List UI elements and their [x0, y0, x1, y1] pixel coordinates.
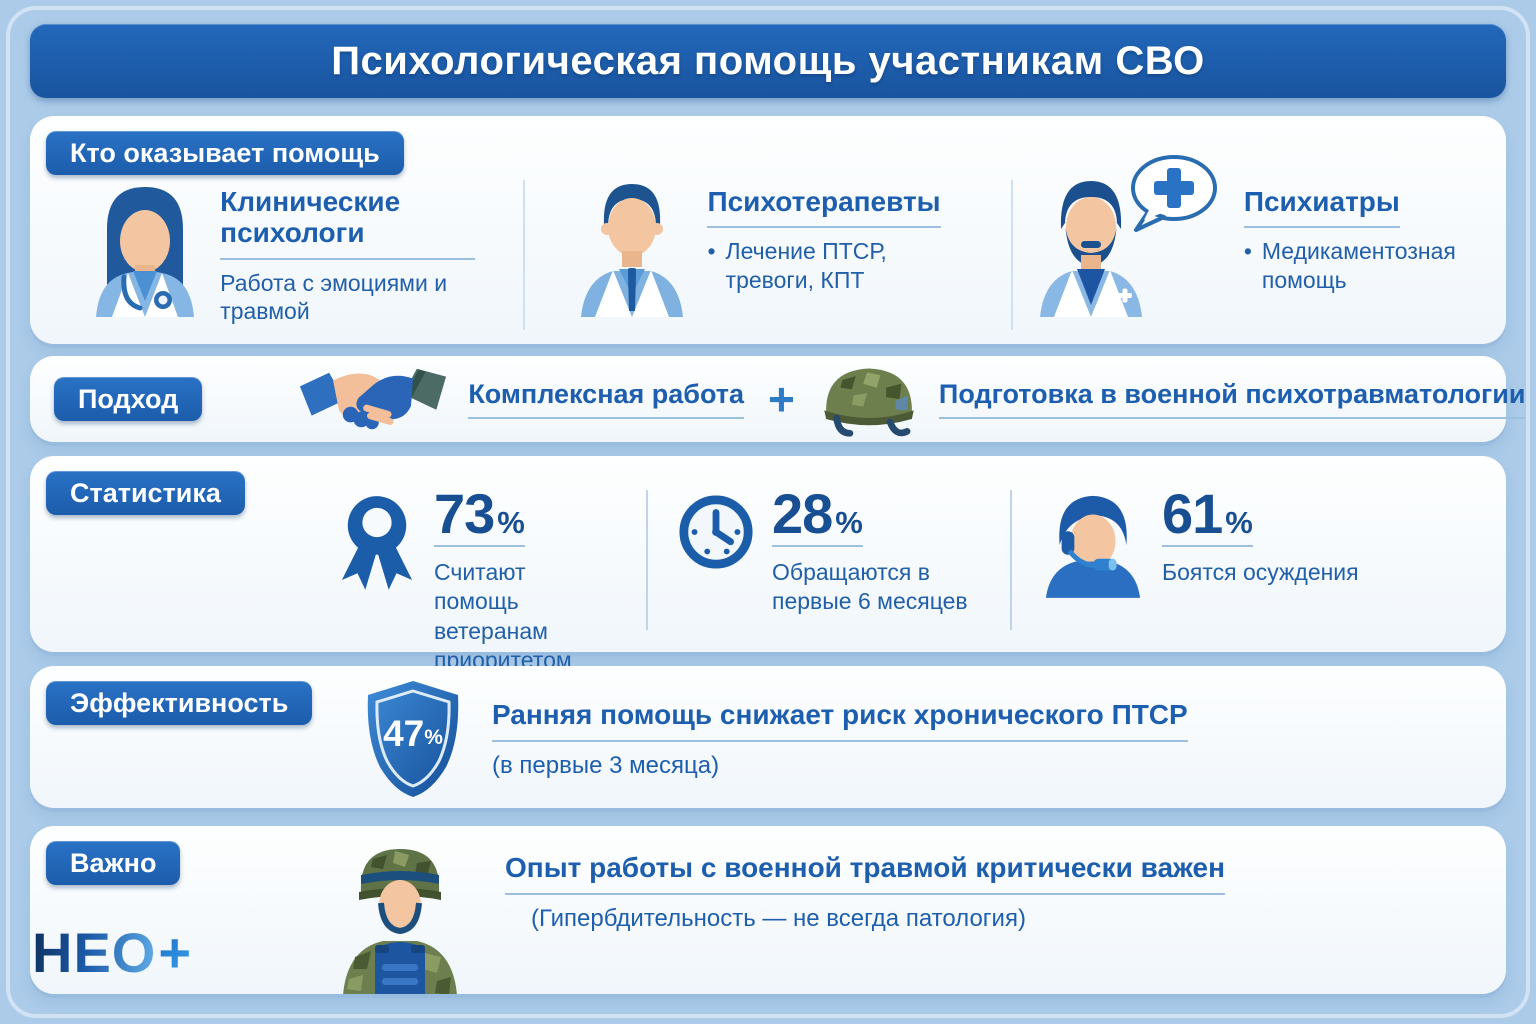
award-ribbon-icon: [338, 486, 416, 676]
who-section-badge-label: Кто оказывает помощь: [70, 137, 380, 168]
section-statistics: Статистика 73% Считают помощь ветеран: [30, 456, 1506, 673]
effectiveness-content: 47% Ранняя помощь снижает риск хроническ…: [30, 666, 1506, 801]
stats-section-badge-label: Статистика: [70, 477, 221, 508]
bullet-marker: •: [707, 238, 716, 265]
who-column-psychotherapists: Психотерапевты • Лечение ПТСР, тревоги, …: [525, 166, 1010, 344]
brand-logo-text: НЕО: [32, 921, 157, 984]
who-columns-row: Клинические психологи Работа с эмоциями …: [30, 116, 1506, 344]
stat-veterans-priority: 73% Считают помощь ветеранам приоритетом: [338, 486, 616, 676]
female-doctor-icon: [86, 166, 204, 344]
stats-row: 73% Считают помощь ветеранам приоритетом: [30, 456, 1506, 676]
call-operator-icon: [1042, 486, 1144, 676]
handshake-icon: [298, 361, 448, 437]
stat-value: 73%: [434, 482, 525, 547]
approach-content: Комплексная работа + Подготовка в военно…: [298, 359, 1526, 439]
approach-section-badge: Подход: [54, 377, 203, 421]
important-section-badge: Важно: [46, 841, 181, 885]
effectiveness-section-badge: Эффективность: [46, 681, 313, 725]
effectiveness-text: Ранняя помощь снижает риск хронического …: [492, 699, 1188, 801]
approach-item-label: Комплексная работа: [468, 379, 745, 419]
military-helmet-icon: [819, 359, 919, 439]
who-column-desc: • Медикаментозная помощь: [1243, 238, 1456, 294]
important-section-badge-label: Важно: [70, 847, 157, 878]
effectiveness-section-badge-label: Эффективность: [70, 687, 289, 718]
important-content: Опыт работы с военной травмой критически…: [30, 826, 1506, 994]
who-column-desc: • Лечение ПТСР, тревоги, КПТ: [707, 238, 887, 294]
clock-icon: [678, 486, 754, 676]
stat-divider: [1010, 490, 1012, 630]
section-important: Важно: [30, 826, 1506, 994]
who-section-badge: Кто оказывает помощь: [46, 131, 404, 175]
stat-fear-of-judgement: 61% Боятся осуждения: [1042, 486, 1359, 676]
shield-value: 47%: [383, 713, 443, 754]
important-heading: Опыт работы с военной травмой критически…: [505, 852, 1226, 895]
medical-cross-bubble-icon: [1126, 154, 1220, 234]
brand-logo-plus: +: [158, 921, 193, 984]
column-divider: [1010, 180, 1013, 330]
soldier-icon: [325, 836, 475, 994]
brand-logo: НЕО+: [32, 920, 192, 985]
stats-section-badge: Статистика: [46, 471, 245, 515]
stat-divider: [646, 490, 648, 630]
bearded-doctor-icon: [1032, 155, 1217, 344]
approach-item-label: Подготовка в военной психотравматологии: [938, 379, 1526, 419]
stat-caption: Обращаются в первые 6 месяцев: [772, 559, 968, 615]
who-column-desc: Работа с эмоциями и травмой: [220, 269, 448, 325]
stat-body: 73% Считают помощь ветеранам приоритетом: [434, 486, 616, 676]
stat-first-six-months: 28% Обращаются в первые 6 месяцев: [678, 486, 980, 676]
stat-caption: Считают помощь ветеранам приоритетом: [434, 559, 572, 674]
section-who-provides-help: Кто оказывает помощь: [30, 116, 1506, 344]
effectiveness-heading: Ранняя помощь снижает риск хронического …: [492, 699, 1188, 742]
stat-value: 28%: [772, 482, 863, 547]
plus-separator: +: [768, 373, 795, 425]
section-approach: Подход Комплексная работа +: [30, 356, 1526, 442]
who-column-text: Психотерапевты • Лечение ПТСР, тревоги, …: [707, 186, 962, 344]
male-doctor-icon: [573, 166, 691, 344]
who-column-clinical-psychologists: Клинические психологи Работа с эмоциями …: [38, 166, 523, 344]
stat-caption: Боятся осуждения: [1162, 559, 1359, 585]
who-column-text: Психиатры • Медикаментозная помощь: [1243, 186, 1479, 344]
who-column-psychiatrists: Психиатры • Медикаментозная помощь: [1013, 155, 1498, 344]
who-column-title: Психотерапевты: [707, 186, 941, 229]
who-column-title: Психиатры: [1243, 186, 1400, 229]
who-column-text: Клинические психологи Работа с эмоциями …: [220, 186, 476, 344]
stat-value: 61%: [1162, 482, 1253, 547]
page-title-banner: Психологическая помощь участникам СВО: [30, 24, 1506, 98]
approach-section-badge-label: Подход: [78, 383, 179, 414]
section-effectiveness: Эффективность 47%: [30, 666, 1506, 808]
who-column-title: Клинические психологи: [220, 186, 476, 260]
column-divider: [523, 180, 526, 330]
important-note: (Гипербдительность — не всегда патология…: [531, 905, 1026, 932]
bullet-marker: •: [1243, 238, 1252, 265]
stat-body: 28% Обращаются в первые 6 месяцев: [772, 486, 980, 676]
important-text: Опыт работы с военной травмой критически…: [505, 852, 1226, 994]
stat-body: 61% Боятся осуждения: [1162, 486, 1359, 676]
page-title: Психологическая помощь участникам СВО: [331, 38, 1205, 83]
effectiveness-note: (в первые 3 месяца): [492, 752, 720, 779]
shield-icon: 47%: [360, 677, 466, 801]
